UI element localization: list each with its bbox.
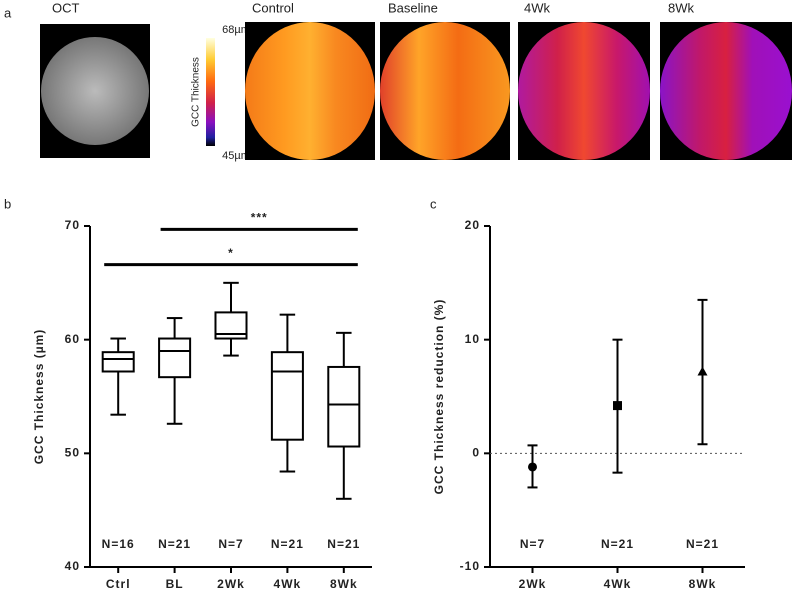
x-tick-label: BL bbox=[166, 577, 184, 591]
x-tick-label: 4Wk bbox=[604, 577, 632, 591]
y-tick-label: 20 bbox=[465, 218, 480, 232]
oct-image bbox=[41, 37, 149, 145]
panel-label: b bbox=[4, 196, 11, 211]
n-label: N=21 bbox=[271, 537, 304, 551]
box bbox=[327, 365, 361, 448]
scale-label: GCC Thickness bbox=[191, 57, 202, 127]
y-tick-label: 40 bbox=[65, 559, 80, 573]
x-tick-label: 8Wk bbox=[330, 577, 358, 591]
y-axis-label: GCC Thickness reduction (%) bbox=[432, 299, 446, 495]
point bbox=[697, 366, 708, 376]
n-label: N=21 bbox=[686, 537, 719, 551]
y-tick-label: 10 bbox=[465, 332, 480, 346]
y-tick-label: 0 bbox=[472, 446, 480, 460]
map-title: 8Wk bbox=[668, 0, 695, 15]
color-scale bbox=[206, 38, 215, 146]
x-tick-label: 4Wk bbox=[274, 577, 302, 591]
panel-label: c bbox=[430, 196, 437, 211]
y-axis-label: GCC Thickness (µm) bbox=[32, 329, 46, 465]
point bbox=[613, 401, 622, 411]
x-tick-label: 2Wk bbox=[519, 577, 547, 591]
y-tick-label: -10 bbox=[460, 559, 480, 573]
y-tick-label: 70 bbox=[65, 218, 80, 232]
x-tick-label: 8Wk bbox=[689, 577, 717, 591]
point bbox=[528, 462, 537, 472]
panel-label: a bbox=[4, 5, 12, 20]
significance-label: * bbox=[228, 246, 234, 260]
map-title: Baseline bbox=[388, 0, 438, 15]
map-title: 4Wk bbox=[524, 0, 551, 15]
oct-title: OCT bbox=[52, 0, 80, 15]
n-label: N=7 bbox=[218, 537, 243, 551]
map bbox=[518, 22, 650, 160]
significance-label: *** bbox=[251, 211, 268, 225]
box bbox=[270, 351, 304, 441]
n-label: N=21 bbox=[327, 537, 360, 551]
scale-max: 68µm bbox=[222, 24, 250, 36]
map bbox=[380, 22, 510, 160]
x-tick-label: Ctrl bbox=[106, 577, 131, 591]
y-tick-label: 60 bbox=[65, 332, 80, 346]
n-label: N=21 bbox=[158, 537, 191, 551]
map bbox=[660, 22, 792, 160]
map bbox=[245, 22, 375, 160]
n-label: N=16 bbox=[102, 537, 135, 551]
x-tick-label: 2Wk bbox=[217, 577, 245, 591]
scale-min: 45µm bbox=[222, 150, 250, 162]
n-label: N=21 bbox=[601, 537, 634, 551]
box bbox=[158, 337, 192, 379]
y-tick-label: 50 bbox=[65, 446, 80, 460]
box bbox=[101, 351, 135, 373]
maps bbox=[245, 22, 792, 160]
n-label: N=7 bbox=[520, 537, 545, 551]
map-title: Control bbox=[252, 0, 294, 15]
